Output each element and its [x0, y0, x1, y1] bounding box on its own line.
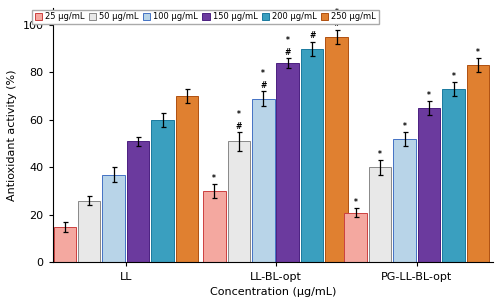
Bar: [102, 174, 125, 262]
Bar: [127, 141, 150, 262]
Text: *: *: [354, 198, 358, 207]
Bar: [203, 191, 226, 262]
Text: *: *: [427, 91, 431, 100]
Text: *: *: [286, 36, 290, 45]
Bar: [176, 96, 199, 262]
Bar: [326, 37, 348, 262]
Text: *: *: [378, 150, 382, 159]
Legend: 25 μg/mL, 50 μg/mL, 100 μg/mL, 150 μg/mL, 200 μg/mL, 250 μg/mL: 25 μg/mL, 50 μg/mL, 100 μg/mL, 150 μg/mL…: [32, 10, 379, 24]
Text: *: *: [310, 19, 314, 29]
Bar: [467, 65, 489, 262]
Bar: [276, 63, 299, 262]
Text: #: #: [284, 48, 291, 57]
Bar: [78, 201, 100, 262]
Bar: [394, 139, 416, 262]
X-axis label: Concentration (μg/mL): Concentration (μg/mL): [210, 287, 336, 297]
Bar: [152, 120, 174, 262]
Text: *: *: [402, 122, 406, 131]
Text: *: *: [262, 69, 265, 78]
Text: *: *: [452, 72, 456, 81]
Text: #: #: [236, 122, 242, 131]
Bar: [54, 227, 76, 262]
Bar: [228, 141, 250, 262]
Text: *: *: [237, 110, 240, 119]
Text: *: *: [476, 48, 480, 57]
Text: *: *: [212, 174, 216, 183]
Bar: [418, 108, 440, 262]
Text: #: #: [260, 81, 266, 90]
Bar: [301, 49, 324, 262]
Bar: [442, 89, 465, 262]
Text: *: *: [335, 8, 338, 17]
Text: #: #: [309, 31, 316, 40]
Y-axis label: Antioxidant activity (%): Antioxidant activity (%): [7, 70, 17, 201]
Bar: [344, 212, 367, 262]
Text: #: #: [334, 19, 340, 29]
Bar: [252, 98, 274, 262]
Bar: [369, 168, 392, 262]
